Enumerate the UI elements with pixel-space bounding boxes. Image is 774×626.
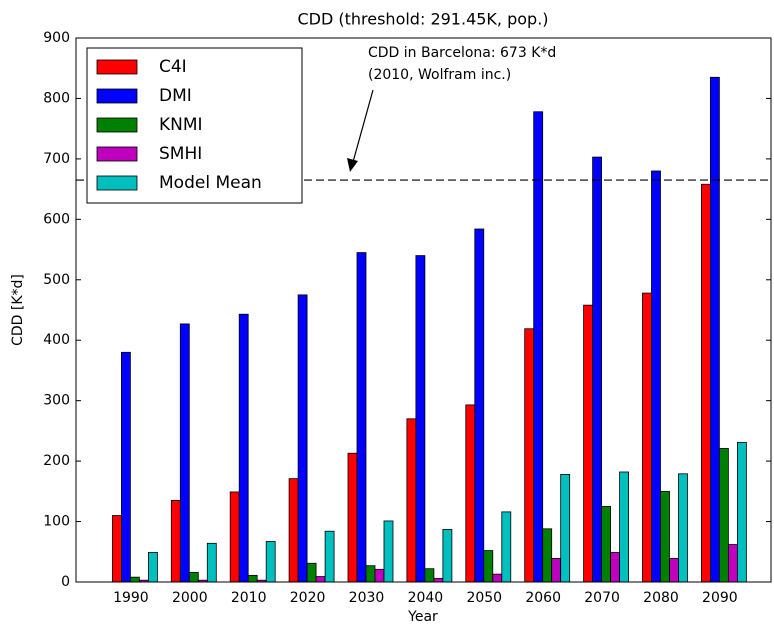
bar	[297, 294, 308, 583]
bar	[347, 452, 358, 583]
y-tick-label: 600	[43, 211, 70, 227]
legend-swatch	[96, 175, 138, 191]
bar	[465, 404, 476, 583]
bar	[424, 568, 435, 583]
bar	[288, 478, 299, 583]
bar	[619, 471, 629, 583]
bar	[583, 304, 593, 583]
bar	[709, 76, 720, 583]
bar	[229, 491, 240, 583]
x-tick-label: 2010	[231, 590, 267, 606]
legend-swatch	[96, 59, 138, 75]
bar	[560, 474, 571, 583]
annotation-arrow	[352, 89, 374, 163]
legend-label: C4I	[159, 57, 187, 77]
y-tick-label: 0	[61, 574, 70, 590]
bar	[415, 255, 426, 583]
bar	[642, 292, 652, 583]
x-tick-label: 2050	[466, 590, 502, 606]
bar	[324, 530, 335, 583]
x-tick-label: 2040	[408, 590, 444, 606]
bar	[365, 565, 376, 583]
bar	[238, 313, 249, 583]
bar	[700, 183, 711, 583]
bar	[306, 562, 317, 583]
bar	[736, 441, 747, 583]
bar	[315, 576, 326, 583]
bar	[147, 551, 158, 583]
y-axis-label: CDD [K*d]	[10, 274, 26, 346]
bar	[442, 529, 453, 583]
bar	[406, 418, 417, 583]
y-tick-label: 700	[43, 151, 70, 167]
annotation-arrowhead	[347, 158, 358, 172]
x-tick-label: 1990	[113, 590, 149, 606]
bar	[533, 111, 544, 583]
bar	[678, 473, 688, 583]
bar	[542, 528, 553, 583]
annotation: (2010, Wolfram inc.)	[368, 67, 511, 83]
annotation: CDD in Barcelona: 673 K*d	[368, 45, 556, 61]
bar	[383, 520, 394, 583]
bar	[474, 228, 485, 583]
bar	[206, 542, 217, 583]
bar	[247, 574, 258, 583]
bar	[120, 351, 131, 583]
bar	[601, 506, 611, 583]
bar	[501, 511, 512, 583]
bar	[188, 571, 199, 583]
legend-label: DMI	[159, 86, 192, 106]
chart-title: CDD (threshold: 291.45K, pop.)	[297, 10, 548, 29]
bar	[265, 541, 276, 583]
bar	[651, 170, 661, 583]
x-tick-label: 2070	[584, 590, 620, 606]
bar	[727, 544, 738, 583]
x-tick-label: 2060	[525, 590, 561, 606]
legend-swatch	[96, 88, 138, 104]
bar	[356, 252, 367, 583]
x-tick-label: 2090	[702, 590, 738, 606]
y-tick-label: 800	[43, 90, 70, 106]
y-tick-label: 900	[43, 30, 70, 46]
bar	[610, 551, 620, 583]
y-tick-label: 300	[43, 393, 70, 409]
bar	[551, 558, 562, 583]
bar	[433, 577, 444, 583]
legend-swatch	[96, 146, 138, 162]
bar	[170, 499, 181, 583]
y-tick-label: 100	[43, 514, 70, 530]
legend-swatch	[96, 117, 138, 133]
legend-label: SMHI	[159, 144, 202, 164]
bar	[718, 448, 729, 583]
bar	[111, 515, 122, 583]
x-tick-label: 2000	[172, 590, 208, 606]
bar	[592, 156, 602, 583]
bar	[669, 558, 679, 583]
bar	[660, 490, 670, 583]
bar	[492, 573, 503, 583]
x-axis-label: Year	[407, 609, 438, 625]
x-tick-label: 2030	[349, 590, 385, 606]
bar	[179, 323, 190, 583]
x-tick-label: 2080	[643, 590, 679, 606]
legend-label: Model Mean	[159, 173, 262, 193]
legend-label: KNMI	[159, 115, 203, 135]
x-tick-label: 2020	[290, 590, 326, 606]
y-tick-label: 500	[43, 272, 70, 288]
y-tick-label: 200	[43, 453, 70, 469]
bar	[483, 550, 494, 583]
bar	[524, 328, 535, 583]
y-tick-label: 400	[43, 332, 70, 348]
bar	[374, 568, 385, 583]
plot-frame	[75, 37, 772, 583]
bar	[129, 576, 140, 583]
